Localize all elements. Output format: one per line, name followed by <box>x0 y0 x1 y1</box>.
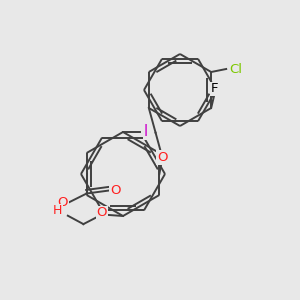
Text: O: O <box>57 196 68 209</box>
Text: F: F <box>210 82 218 95</box>
Text: H: H <box>52 204 62 218</box>
Text: O: O <box>97 206 107 220</box>
Text: I: I <box>143 124 148 140</box>
Text: O: O <box>110 184 120 197</box>
Text: O: O <box>157 151 168 164</box>
Text: Cl: Cl <box>230 62 243 76</box>
